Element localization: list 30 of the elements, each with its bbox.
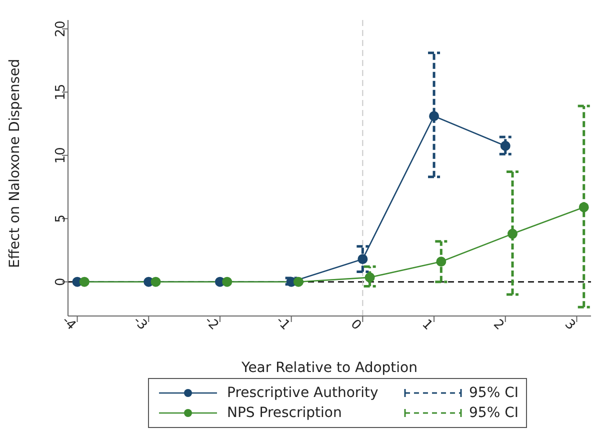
point bbox=[222, 276, 232, 287]
x-tick-label: 0 bbox=[347, 316, 364, 334]
point bbox=[150, 276, 161, 287]
legend-label: Prescriptive Authority bbox=[227, 385, 380, 401]
y-tick-label: 5 bbox=[54, 214, 69, 223]
text: 95% CI bbox=[469, 405, 518, 421]
point bbox=[578, 202, 589, 212]
x-tick-label: -1 bbox=[272, 314, 293, 334]
point bbox=[429, 111, 440, 122]
point bbox=[508, 228, 518, 239]
x-tick-label: 3 bbox=[562, 316, 578, 334]
point bbox=[436, 256, 446, 267]
x-tick-label: -2 bbox=[201, 314, 222, 334]
y-tick-label: 0 bbox=[54, 278, 69, 286]
point bbox=[500, 140, 510, 151]
legend-label: NPS Prescription bbox=[227, 405, 343, 421]
x-tick-label: -3 bbox=[130, 314, 150, 334]
x-tick-label: 1 bbox=[418, 316, 436, 334]
y-tick-label: 15 bbox=[54, 84, 69, 100]
x-tick-label: 2 bbox=[490, 316, 507, 334]
x-tick-label: -4 bbox=[58, 314, 79, 334]
point bbox=[364, 272, 375, 282]
y-tick-label: 20 bbox=[54, 20, 69, 38]
point bbox=[79, 276, 90, 287]
text: 95% CI bbox=[469, 385, 518, 401]
x-axis-title: Year Relative to Adoption bbox=[240, 360, 418, 376]
point bbox=[293, 276, 304, 287]
point bbox=[358, 254, 368, 264]
y-tick-label: 10 bbox=[54, 147, 69, 164]
y-axis-title: Effect on Naloxone Dispensed bbox=[6, 58, 23, 268]
